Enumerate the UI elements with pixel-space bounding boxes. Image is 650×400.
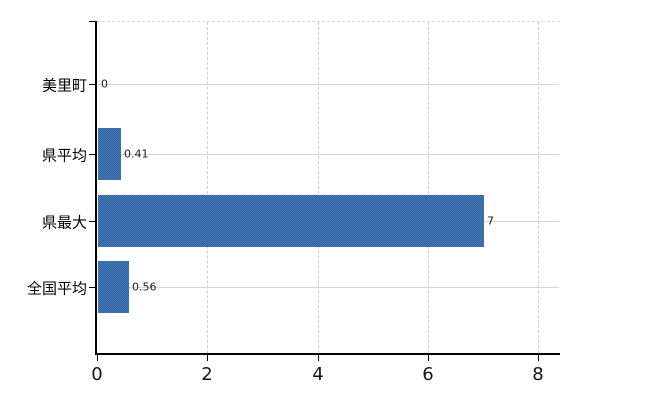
x-tick-label: 4 bbox=[312, 364, 324, 385]
x-tick bbox=[207, 355, 208, 361]
x-tick bbox=[97, 355, 98, 361]
x-tick-label: 6 bbox=[422, 364, 434, 385]
plot-top-border bbox=[97, 21, 560, 22]
bar-value-label: 0 bbox=[101, 77, 108, 91]
v-gridline bbox=[538, 22, 539, 353]
v-gridline bbox=[318, 22, 319, 353]
bar bbox=[98, 261, 129, 313]
h-gridline bbox=[98, 84, 559, 85]
x-axis-line bbox=[95, 353, 560, 355]
bar bbox=[98, 128, 121, 180]
x-tick bbox=[428, 355, 429, 361]
bar bbox=[98, 195, 484, 247]
category-label: 県平均 bbox=[41, 146, 87, 165]
bar-value-label: 7 bbox=[487, 214, 494, 228]
category-label: 美里町 bbox=[41, 76, 87, 95]
x-tick-label: 2 bbox=[201, 364, 213, 385]
y-tick bbox=[89, 287, 95, 288]
bar-value-label: 0.56 bbox=[132, 280, 157, 294]
category-label: 県最大 bbox=[41, 213, 87, 232]
v-gridline bbox=[428, 22, 429, 353]
y-axis-line bbox=[95, 21, 97, 353]
x-tick bbox=[538, 355, 539, 361]
y-tick bbox=[89, 221, 95, 222]
y-tick bbox=[89, 84, 95, 85]
h-gridline bbox=[98, 287, 559, 288]
y-tick bbox=[89, 154, 95, 155]
category-label: 全国平均 bbox=[26, 279, 87, 298]
v-gridline bbox=[207, 22, 208, 353]
x-tick-label: 8 bbox=[532, 364, 544, 385]
y-axis-end-tick bbox=[89, 21, 95, 22]
x-tick bbox=[318, 355, 319, 361]
h-gridline bbox=[98, 154, 559, 155]
x-tick-label: 0 bbox=[91, 364, 103, 385]
bar-value-label: 0.41 bbox=[124, 147, 149, 161]
